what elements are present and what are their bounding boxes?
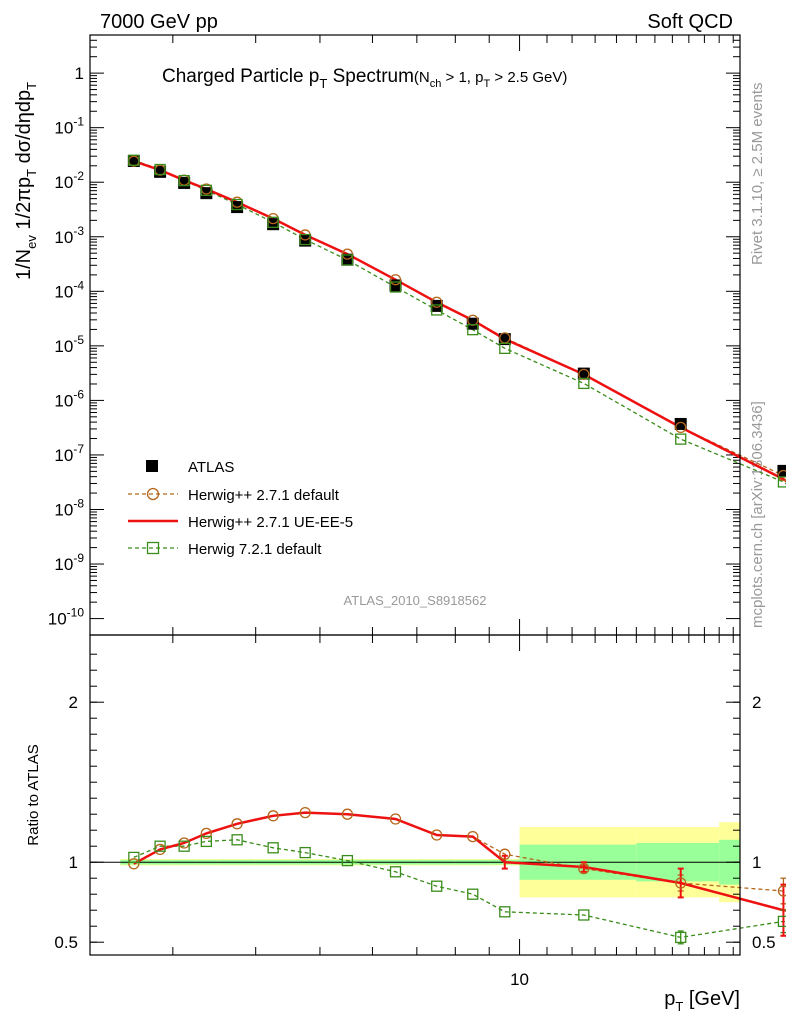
ratio-y-tick-label: 1 xyxy=(69,853,78,872)
ratio-herwig7-point xyxy=(154,840,166,852)
ratio-herwig7-point xyxy=(128,851,140,864)
herwig7-point xyxy=(341,254,354,266)
ratio-herwig7-point xyxy=(389,866,402,878)
atlas-data-point xyxy=(299,234,312,247)
rivet-version-label: Rivet 3.1.10, ≥ 2.5M events xyxy=(749,83,766,266)
ratio-y-tick-label: 0.5 xyxy=(54,933,78,952)
ratio-herwigpp-ueee5-line xyxy=(133,811,786,912)
y-tick-label: 10-4 xyxy=(54,278,84,301)
ratio-herwig7-point xyxy=(200,835,212,848)
analysis-watermark: ATLAS_2010_S8918562 xyxy=(344,593,487,608)
herwigpp-default-point xyxy=(578,368,590,381)
ratio-herwigpp-default-point xyxy=(128,858,140,870)
legend-marker-atlas xyxy=(146,460,158,472)
ratio-herwigpp-default-point xyxy=(431,829,443,841)
ratio-y-tick-label-right: 0.5 xyxy=(752,933,776,952)
ratio-herwigpp-default-point xyxy=(389,813,402,825)
herwig7-point xyxy=(578,377,590,390)
main-y-axis-label: 1/Nev 1/2πpT dσ/dηdpT xyxy=(13,82,39,280)
ratio-herwigpp-default-point xyxy=(267,810,279,822)
ratio-herwigpp-default-point xyxy=(299,806,311,819)
legend-label: Herwig 7.2.1 default xyxy=(188,541,322,558)
legend-marker-square xyxy=(146,541,160,555)
herwig7-point xyxy=(128,154,140,166)
ratio-y-tick-label-right: 2 xyxy=(752,693,761,712)
y-tick-label: 10-7 xyxy=(54,442,84,465)
ratio-y-axis-label: Ratio to ATLAS xyxy=(25,744,42,845)
herwig7-point xyxy=(200,184,212,196)
spectrum-panel: Charged Particle pT Spectrum(Nch > 1, pT… xyxy=(48,34,786,636)
mcplots-source-label: mcplots.cern.ch [arXiv:1306.3436] xyxy=(749,401,766,628)
herwigpp-ueee5-line xyxy=(133,160,786,483)
y-tick-label: 10-8 xyxy=(54,496,84,519)
legend: ATLAS Herwig++ 2.7.1 default Herwig++ 2.7.… xyxy=(128,459,353,558)
y-tick-label: 10-2 xyxy=(54,169,84,192)
ratio-herwig7-point xyxy=(231,834,243,846)
ratio-herwig7-point xyxy=(341,854,354,867)
ratio-herwig7-point xyxy=(267,842,279,854)
atlas-data-point xyxy=(466,317,479,330)
ratio-herwigpp-default-point xyxy=(675,877,687,889)
y-tick-label: 10-6 xyxy=(54,387,84,410)
herwig7-point xyxy=(467,324,479,336)
header-right: Soft QCD xyxy=(647,11,733,33)
legend-label: Herwig++ 2.7.1 default xyxy=(188,487,340,504)
ratio-herwig7-point xyxy=(675,931,687,944)
ratio-herwigpp-default-point xyxy=(231,818,243,830)
chart-title: Charged Particle pT Spectrum(Nch > 1, pT… xyxy=(162,66,567,91)
herwig7-point xyxy=(178,174,190,187)
ratio-herwig7-point xyxy=(499,906,511,918)
herwigpp-default-point xyxy=(389,274,402,286)
atlas-data-point xyxy=(200,187,213,200)
legend-marker-circle xyxy=(146,487,160,501)
legend-label: ATLAS xyxy=(188,459,234,476)
atlas-data-point xyxy=(430,299,443,312)
y-tick-label: 10-1 xyxy=(54,115,84,138)
ratio-herwig7-point xyxy=(777,915,786,928)
ratio-herwigpp-default-point xyxy=(200,827,212,840)
y-tick-label: 10-5 xyxy=(54,333,84,356)
herwigpp-default-point xyxy=(341,248,354,260)
ratio-herwig7-point xyxy=(178,840,190,852)
x-tick-label: 10 xyxy=(510,970,529,989)
ratio-panel: 0.5 0.5 1 1 2 2 10 xyxy=(54,634,786,989)
ratio-herwig7-point xyxy=(431,880,443,892)
herwig7-point xyxy=(777,476,786,488)
y-tick-label: 1 xyxy=(75,64,84,83)
herwig7-point xyxy=(431,304,443,316)
herwig7-point xyxy=(499,342,511,354)
ratio-herwigpp-default-point xyxy=(467,830,479,843)
y-tick-label: 10-10 xyxy=(48,606,85,629)
herwig7-point xyxy=(675,433,687,445)
herwig7-point xyxy=(299,233,311,246)
y-tick-label: 10-3 xyxy=(54,224,84,247)
ratio-herwig7-point xyxy=(299,846,311,859)
x-axis-label: pT [GeV] xyxy=(664,988,740,1014)
ratio-herwigpp-default-point xyxy=(341,808,354,820)
herwigpp-default-point xyxy=(675,421,687,434)
ratio-y-tick-label-right: 1 xyxy=(752,853,761,872)
herwigpp-default-point xyxy=(777,469,786,482)
legend-label: Herwig++ 2.7.1 UE-EE-5 xyxy=(188,514,353,531)
herwigpp-default-point xyxy=(431,296,443,308)
ratio-herwigpp-default-point xyxy=(578,862,590,875)
herwig7-point xyxy=(154,163,166,176)
ratio-herwigpp-default-point xyxy=(777,885,786,897)
atlas-data-point xyxy=(674,417,687,430)
herwig7-point xyxy=(389,281,402,293)
header-left: 7000 GeV pp xyxy=(100,11,218,33)
ratio-herwig7-point xyxy=(578,909,590,921)
herwig7-point xyxy=(231,198,243,211)
ratio-herwig7-line xyxy=(133,839,786,939)
ratio-herwigpp-default-point xyxy=(499,848,511,860)
y-tick-label: 10-9 xyxy=(54,551,84,574)
ratio-herwig7-point xyxy=(467,888,479,900)
herwig7-point xyxy=(267,216,279,228)
ratio-y-tick-label: 2 xyxy=(69,693,78,712)
ratio-frame xyxy=(89,634,741,956)
